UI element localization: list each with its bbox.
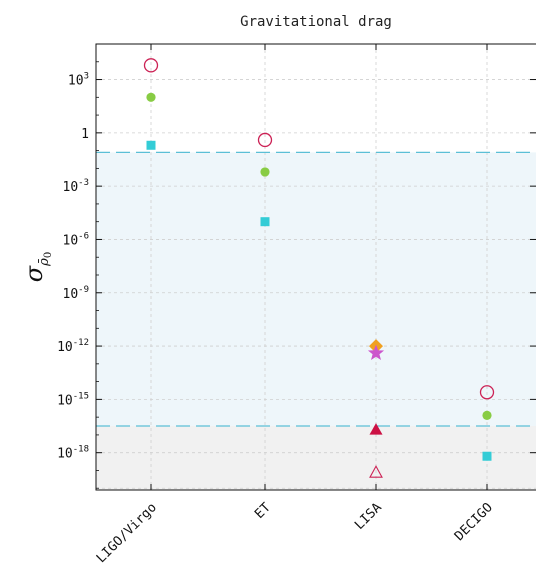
marker-triangle-filled-lisa (369, 423, 383, 435)
x-tick-label-decigo: DECIGO (452, 500, 496, 544)
shaded-band-0 (96, 152, 536, 427)
x-tick-label-lisa: LISA (352, 500, 385, 533)
y-tick-label: 103 (68, 72, 89, 89)
marker-square-ligo-virgo (146, 140, 156, 150)
marker-star-lisa (367, 344, 385, 361)
chart-title: Gravitational drag (240, 14, 392, 30)
y-tick-label: 10-12 (57, 338, 89, 355)
y-tick-label: 10-15 (57, 391, 89, 408)
y-tick-label: 10-18 (57, 445, 89, 462)
plot-frame (95, 43, 536, 491)
y-tick-label: 10-9 (63, 285, 90, 302)
marker-square-decigo (482, 451, 492, 461)
y-axis-label-text: σρ̄0 (20, 252, 54, 282)
y-tick-label: 1 (81, 127, 89, 142)
marker-circle-open-ligo-virgo (143, 58, 159, 73)
marker-triangle-open-lisa (369, 465, 383, 478)
shaded-band-1 (96, 426, 536, 490)
marker-circle-open-decigo (479, 385, 495, 400)
marker-circle-filled-ligo-virgo (146, 92, 156, 102)
marker-circle-filled-decigo (482, 410, 492, 420)
x-tick-label-et: ET (252, 500, 274, 522)
marker-circle-filled-et (260, 167, 270, 177)
y-axis-label: σρ̄0 (20, 252, 54, 282)
marker-circle-open-et (257, 132, 273, 148)
x-tick-label-ligo-virgo: LIGO/Virgo (94, 500, 160, 566)
y-tick-label: 10-6 (63, 231, 90, 248)
y-tick-label: 10-3 (63, 178, 90, 195)
marker-square-et (260, 217, 270, 227)
